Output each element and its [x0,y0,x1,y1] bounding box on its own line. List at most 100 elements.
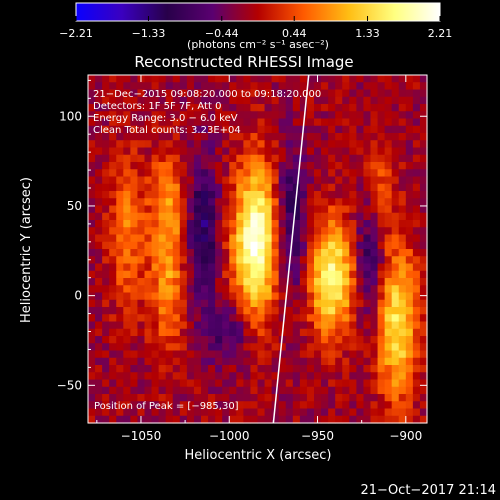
heatmap-cell [342,415,350,424]
heatmap-cell [172,169,181,178]
heatmap-cell [405,357,414,366]
heatmap-cell [172,357,181,366]
heatmap-cell [398,350,407,359]
heatmap-cell [229,169,237,178]
heatmap-cell [285,365,294,373]
heatmap-cell [328,191,336,199]
heatmap-cell [314,401,322,410]
heatmap-cell [158,343,167,352]
heatmap-cell [88,314,96,323]
heatmap-cell [264,198,273,207]
heatmap-cell [123,314,131,323]
heatmap-cell [229,343,237,352]
heatmap-cell [109,241,117,250]
heatmap-cell [292,133,301,141]
heatmap-cell [278,357,287,366]
heatmap-cell [222,357,230,366]
heatmap-cell [250,191,259,199]
heatmap-cell [314,183,322,192]
heatmap-cell [102,82,110,91]
heatmap-cell [116,89,124,98]
heatmap-cell [299,357,308,366]
heatmap-cell [321,234,329,243]
heatmap-cell [158,372,167,381]
heatmap-cell [328,401,336,410]
heatmap-cell [349,176,357,185]
heatmap-cell [391,147,400,156]
heatmap-cell [405,263,414,272]
heatmap-cell [271,357,280,366]
heatmap-cell [116,140,124,149]
heatmap-cell [377,183,386,192]
heatmap-cell [349,96,357,105]
heatmap-cell [123,386,131,395]
heatmap-cell [328,292,336,301]
heatmap-cell [179,133,188,141]
heatmap-cell [236,96,244,105]
heatmap-cell [137,198,146,207]
heatmap-cell [285,82,294,91]
heatmap-cell [229,394,237,402]
heatmap-cell [328,314,336,323]
heatmap-cell [208,147,216,156]
heatmap-cell [229,220,237,228]
heatmap-cell [398,372,407,381]
heatmap-cell [335,205,343,214]
heatmap-cell [95,125,103,134]
heatmap-cell [158,394,167,402]
heatmap-cell [271,379,280,388]
heatmap-cell [137,408,146,417]
heatmap-cell [306,321,315,330]
heatmap-cell [391,125,400,134]
heatmap-cell [356,183,365,192]
heatmap-cell [144,147,153,156]
heatmap-cell [391,205,400,214]
heatmap-cell [419,75,428,83]
heatmap-cell [412,104,421,112]
heatmap-cell [299,154,308,163]
heatmap-cell [342,285,350,294]
heatmap-cell [370,104,379,112]
heatmap-cell [201,299,209,308]
heatmap-cell [172,394,181,402]
heatmap-cell [229,408,237,417]
heatmap-cell [215,263,223,272]
heatmap-cell [292,147,301,156]
heatmap-cell [186,256,195,265]
heatmap-cell [137,125,146,134]
heatmap-cell [342,372,350,381]
heatmap-cell [278,198,287,207]
heatmap-cell [398,82,407,91]
heatmap-cell [229,321,237,330]
heatmap-cell [222,133,230,141]
heatmap-cell [102,386,110,395]
heatmap-cell [95,75,103,83]
heatmap-cell [158,75,167,83]
heatmap-cell [243,220,252,228]
heatmap-cell [215,292,223,301]
heatmap-cell [130,299,139,308]
heatmap-cell [412,386,421,395]
heatmap-cell [292,154,301,163]
heatmap-cell [88,227,96,236]
heatmap-cell [165,328,174,337]
heatmap-cell [257,96,266,105]
heatmap-cell [292,365,301,373]
colorbar-tick-label: −0.44 [205,27,239,40]
heatmap-cell [250,220,259,228]
heatmap-cell [321,212,329,221]
heatmap-cell [398,89,407,98]
heatmap-cell [95,147,103,156]
heatmap-cell [306,278,315,286]
heatmap-cell [102,263,110,272]
heatmap-cell [370,314,379,323]
heatmap-cell [95,343,103,352]
heatmap-cell [419,365,428,373]
heatmap-cell [271,336,280,344]
heatmap-cell [356,386,365,395]
heatmap-cell [384,299,393,308]
heatmap-cell [285,111,294,120]
heatmap-cell [370,263,379,272]
heatmap-cell [377,350,386,359]
heatmap-cell [123,140,131,149]
